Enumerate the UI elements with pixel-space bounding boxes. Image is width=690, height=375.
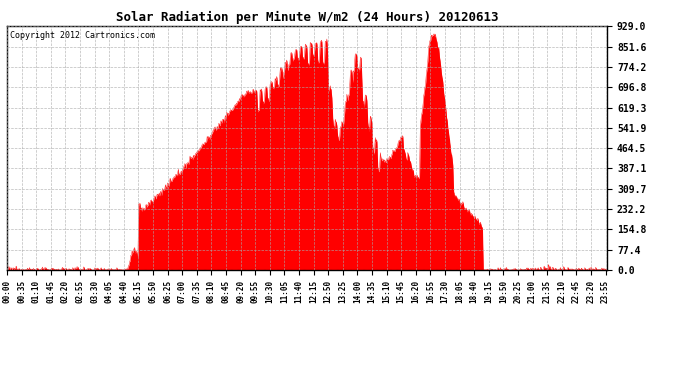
Text: Copyright 2012 Cartronics.com: Copyright 2012 Cartronics.com: [10, 31, 155, 40]
Title: Solar Radiation per Minute W/m2 (24 Hours) 20120613: Solar Radiation per Minute W/m2 (24 Hour…: [116, 10, 498, 24]
